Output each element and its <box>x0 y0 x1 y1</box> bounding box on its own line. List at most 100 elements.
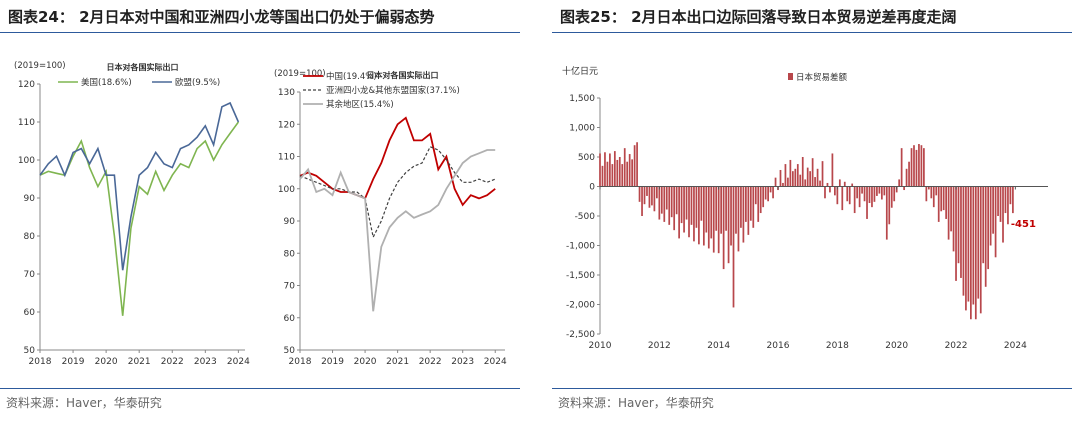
bar <box>987 186 990 270</box>
series-line-2 <box>299 146 496 239</box>
bar <box>772 186 774 199</box>
bar <box>787 177 789 187</box>
bar <box>720 186 723 234</box>
figure-24-source: 资料来源：Haver，华泰研究 <box>6 396 162 410</box>
bar <box>856 186 858 199</box>
bar <box>799 174 802 187</box>
bar <box>673 186 676 231</box>
bar <box>1007 186 1009 225</box>
bar <box>806 167 809 187</box>
y-tick-label: -1,000 <box>566 242 595 252</box>
unit-label: 十亿日元 <box>562 65 598 77</box>
bar <box>725 186 727 231</box>
bar <box>970 186 972 320</box>
x-tick-label: 2018 <box>29 357 52 367</box>
bar <box>957 186 960 264</box>
bar <box>974 186 977 320</box>
bar <box>982 186 985 264</box>
bar <box>631 159 634 187</box>
bar <box>641 186 643 216</box>
y-tick-label: 100 <box>18 156 35 166</box>
figure-25-title: 图表25： 2月日本出口边际回落导致日本贸易逆差再度走阔 <box>560 8 957 26</box>
series-line-2 <box>39 101 240 271</box>
x-tick-label: 2022 <box>945 341 968 351</box>
bar <box>727 186 730 264</box>
x-tick-label: 2021 <box>386 357 409 367</box>
y-tick-label: 120 <box>278 120 295 130</box>
x-tick-label: 2016 <box>767 341 790 351</box>
bar <box>700 186 703 221</box>
bar <box>599 153 601 187</box>
legend-label: 亚洲四小龙&其他东盟国家(37.1%) <box>326 85 460 96</box>
bar <box>965 186 967 311</box>
bar <box>871 186 873 208</box>
x-tick-label: 2020 <box>885 341 908 351</box>
bar <box>616 159 619 187</box>
bar <box>940 186 943 212</box>
bar <box>843 181 846 187</box>
x-tick-label: 2023 <box>194 357 217 367</box>
title-rule <box>0 32 520 33</box>
bar <box>683 186 685 233</box>
bar <box>757 186 760 222</box>
bar <box>693 186 695 242</box>
bar <box>675 186 678 215</box>
bar <box>707 186 710 249</box>
x-tick-label: 2022 <box>419 357 442 367</box>
bar <box>767 186 769 202</box>
bar <box>759 186 762 214</box>
bar <box>930 186 933 199</box>
x-tick-label: 2024 <box>227 357 250 367</box>
bar <box>1009 186 1012 205</box>
bar <box>984 186 987 287</box>
bar <box>636 142 638 187</box>
bar <box>735 186 737 234</box>
bar <box>653 186 656 212</box>
bar <box>747 186 750 235</box>
bar <box>717 186 720 254</box>
bar <box>609 153 611 187</box>
bar <box>992 186 994 234</box>
panel-left: 图表24： 2月日本对中国和亚洲四小龙等国出口仍处于偏弱态势 (2019=100… <box>0 0 528 426</box>
bar <box>658 186 661 220</box>
y-tick-label: 130 <box>278 88 295 98</box>
x-tick-label: 2024 <box>484 357 507 367</box>
y-tick-label: 50 <box>24 346 36 356</box>
x-tick-label: 2018 <box>289 357 312 367</box>
bar <box>863 186 866 202</box>
bar <box>861 186 863 194</box>
bar <box>841 186 844 211</box>
bar <box>900 148 903 187</box>
bar <box>1002 186 1004 243</box>
y-tick-label: -500 <box>575 212 596 222</box>
x-tick-label: 2021 <box>128 357 151 367</box>
y-tick-label: 1,500 <box>569 94 595 104</box>
bar <box>678 186 680 239</box>
bar <box>685 186 688 220</box>
bar <box>880 186 883 200</box>
bar <box>997 186 999 216</box>
bar <box>740 186 742 228</box>
x-tick-label: 2022 <box>161 357 184 367</box>
bar <box>908 161 910 187</box>
unit-label: (2019=100) <box>274 69 326 79</box>
bar <box>784 164 787 187</box>
x-tick-label: 2010 <box>589 341 612 351</box>
bar <box>698 186 700 245</box>
bar <box>660 186 663 214</box>
bar <box>923 148 925 187</box>
bar <box>903 186 905 191</box>
y-tick-label: 50 <box>284 346 296 356</box>
bar <box>794 168 797 187</box>
y-tick-label: 1,000 <box>569 124 595 134</box>
bar <box>804 179 807 187</box>
y-tick-label: 110 <box>278 153 295 163</box>
y-tick-label: 80 <box>284 249 296 259</box>
bar <box>710 186 713 239</box>
figure-24-title: 图表24： 2月日本对中国和亚洲四小龙等国出口仍处于偏弱态势 <box>8 8 435 26</box>
bar <box>601 165 604 187</box>
panel-right: 图表25： 2月日本出口边际回落导致日本贸易逆差再度走阔 十亿日元 日本贸易差额 -… <box>552 0 1080 426</box>
bar <box>910 148 913 187</box>
bar <box>613 151 616 187</box>
bar <box>752 186 755 228</box>
